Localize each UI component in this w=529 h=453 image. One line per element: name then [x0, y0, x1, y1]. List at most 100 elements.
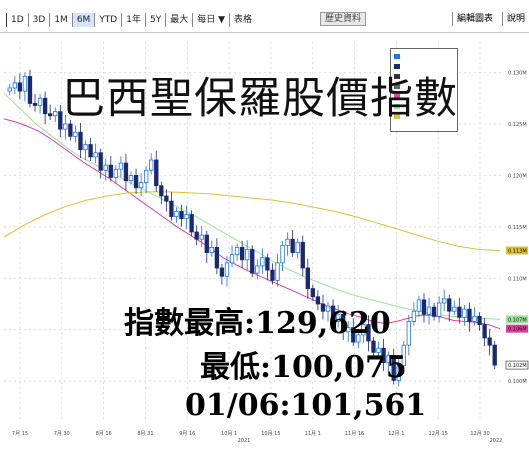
value-tag-bg: [506, 246, 528, 255]
candle-body: [229, 254, 235, 264]
candle-body: [27, 76, 33, 104]
x-tick-label: 7月 15: [12, 431, 28, 437]
x-tick-label: 9月 16: [179, 431, 195, 437]
chart-legend: [390, 48, 458, 132]
help-button[interactable]: 說明: [502, 12, 529, 26]
range-option-6[interactable]: 5Y: [144, 13, 165, 27]
candle-body: [406, 321, 412, 346]
legend-swatch-yellow: [394, 114, 400, 119]
history-data-button[interactable]: 歷史資料: [320, 12, 367, 26]
candle-body: [376, 347, 381, 353]
candle-body: [63, 123, 68, 130]
candle-body: [37, 97, 43, 106]
candle-body: [386, 355, 391, 364]
x-year-label: 2021: [238, 438, 251, 444]
candle-body: [391, 355, 396, 381]
candle-body: [234, 247, 240, 256]
candle-body: [245, 249, 250, 261]
candle-body: [133, 175, 139, 189]
candle-body: [189, 214, 194, 233]
range-option-2[interactable]: 1M: [49, 13, 72, 27]
candle-body: [159, 185, 164, 197]
legend-swatch-pink: [394, 94, 400, 99]
chart-title: 巴西聖保羅股價指數: [62, 74, 458, 124]
legend-row: [394, 103, 454, 111]
legend-swatch-down: [394, 64, 400, 69]
candle-body: [315, 296, 321, 305]
value-tag-bg: [506, 324, 528, 333]
candle-body: [487, 337, 492, 346]
candle-body: [477, 315, 482, 325]
candle-body: [346, 327, 351, 333]
candle-body: [452, 306, 457, 312]
candle-body: [199, 234, 204, 240]
range-option-4[interactable]: YTD: [94, 13, 121, 27]
candle-body: [381, 347, 386, 364]
value-tag: 0.106M: [508, 327, 527, 333]
candle-body: [492, 344, 497, 366]
candle-body: [270, 269, 275, 281]
y-tick-label: 0.115M: [508, 225, 527, 231]
candle-body: [290, 238, 295, 253]
legend-row: [394, 83, 454, 91]
x-tick-label: 8月 16: [96, 431, 112, 437]
candle-body: [128, 175, 134, 181]
candle-body: [239, 247, 245, 261]
range-option-3[interactable]: 6M: [71, 13, 95, 27]
candle-body: [356, 334, 361, 343]
candle-body: [255, 265, 260, 274]
candle-body: [431, 306, 437, 317]
candle-body: [260, 257, 265, 267]
y-tick-label: 0.100M: [508, 379, 527, 385]
range-option-8[interactable]: 每日 ▼: [192, 13, 229, 27]
range-option-5[interactable]: 1年: [121, 13, 145, 27]
candle-body: [123, 162, 129, 181]
candle-body: [416, 299, 422, 312]
range-option-9[interactable]: 表格: [229, 13, 256, 27]
legend-row: [394, 73, 454, 81]
value-tag: 0.107M: [508, 317, 527, 323]
y-tick-label: 0.125M: [508, 122, 527, 128]
stat-high: 指數最高:129,620: [124, 306, 391, 341]
range-option-7[interactable]: 最大: [165, 13, 192, 27]
candle-body: [169, 200, 174, 217]
candle-body: [138, 182, 144, 189]
x-tick-label: 10月 15: [261, 431, 280, 437]
value-tag-bg: [505, 360, 529, 370]
candle-body: [462, 308, 467, 318]
candle-body: [442, 298, 447, 304]
x-tick-label: 12月 15: [429, 431, 448, 437]
candle-body: [351, 327, 356, 343]
candle-body: [174, 211, 179, 217]
y-tick-label: 0.130M: [508, 71, 527, 77]
candle-body: [335, 313, 341, 322]
candle-body: [12, 82, 17, 89]
legend-swatch: [394, 74, 400, 79]
range-selector: 1D 3D 1M 6M YTD 1年 5Y 最大 每日 ▼ 表格: [6, 12, 256, 28]
range-option-0[interactable]: 1D: [6, 13, 28, 27]
x-tick-label: 12月 1: [388, 431, 404, 437]
candle-body: [300, 241, 305, 269]
candle-body: [42, 97, 48, 115]
candle-body: [164, 195, 169, 202]
candle-body: [209, 247, 214, 253]
range-option-1[interactable]: 3D: [27, 13, 50, 27]
candle-body: [149, 159, 154, 171]
candle-body: [467, 308, 472, 322]
edit-chart-button[interactable]: 編輯圖表: [452, 12, 497, 26]
candle-body: [330, 305, 336, 322]
candle-body: [108, 164, 113, 178]
candle-body: [421, 299, 427, 315]
candle-body: [113, 168, 119, 178]
value-tag-bg: [506, 315, 528, 324]
candle-body: [396, 365, 401, 381]
value-tag: 0.102M: [508, 363, 527, 369]
candle-body: [401, 344, 406, 367]
candle-body: [143, 169, 149, 184]
stat-latest: 01/06:101,561: [185, 388, 427, 423]
x-tick-label: 12月 30: [470, 431, 489, 437]
candle-body: [73, 131, 78, 137]
legend-row: [394, 113, 454, 121]
candle-body: [361, 324, 366, 336]
candle-body: [371, 340, 376, 353]
